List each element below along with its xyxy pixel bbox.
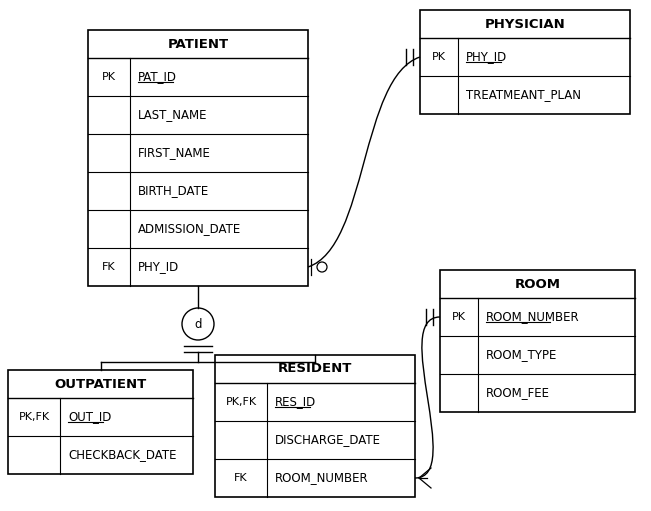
Text: FIRST_NAME: FIRST_NAME [138,147,211,159]
Text: OUTPATIENT: OUTPATIENT [55,378,146,390]
Bar [215,355,415,497]
Text: PHYSICIAN: PHYSICIAN [484,17,565,31]
Text: RES_ID: RES_ID [275,396,316,408]
Text: ADMISSION_DATE: ADMISSION_DATE [138,222,242,236]
Text: ROOM_TYPE: ROOM_TYPE [486,349,557,361]
Text: PK: PK [432,52,446,62]
Text: ROOM_NUMBER: ROOM_NUMBER [486,311,579,323]
Text: FK: FK [102,262,116,272]
Text: PK: PK [102,72,116,82]
Bar [8,370,193,474]
Text: FK: FK [234,473,248,483]
Text: OUT_ID: OUT_ID [68,410,111,424]
Bar [440,270,635,412]
Text: LAST_NAME: LAST_NAME [138,108,208,122]
Text: PK: PK [452,312,466,322]
Text: RESIDENT: RESIDENT [278,362,352,376]
Text: BIRTH_DATE: BIRTH_DATE [138,184,209,197]
Text: PK,FK: PK,FK [18,412,49,422]
Text: ROOM: ROOM [514,277,561,290]
Text: CHECKBACK_DATE: CHECKBACK_DATE [68,449,176,461]
Text: TREATMEANT_PLAN: TREATMEANT_PLAN [466,88,581,102]
Text: ROOM_FEE: ROOM_FEE [486,386,550,400]
Bar [88,30,308,286]
Text: PHY_ID: PHY_ID [466,51,507,63]
Text: PATIENT: PATIENT [167,37,229,51]
Bar [420,10,630,114]
Text: DISCHARGE_DATE: DISCHARGE_DATE [275,433,381,447]
Text: PHY_ID: PHY_ID [138,261,179,273]
Text: PK,FK: PK,FK [225,397,256,407]
Text: ROOM_NUMBER: ROOM_NUMBER [275,472,368,484]
Text: d: d [194,317,202,331]
Text: PAT_ID: PAT_ID [138,71,177,83]
